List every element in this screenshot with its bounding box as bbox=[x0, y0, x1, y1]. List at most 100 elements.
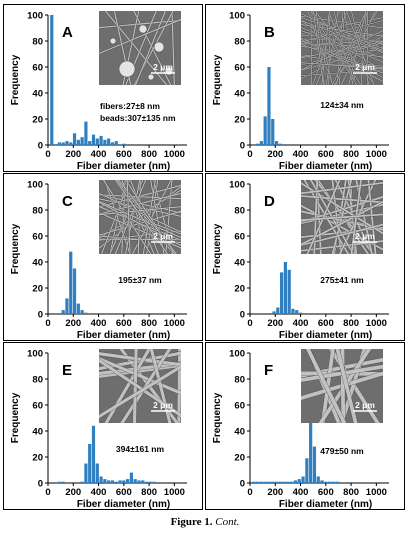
sem-fiber bbox=[301, 24, 383, 37]
sem-fiber bbox=[301, 62, 383, 70]
sem-inset: 2 μm bbox=[301, 11, 383, 85]
scale-bar-label: 2 μm bbox=[355, 62, 375, 72]
scale-bar-label: 2 μm bbox=[355, 400, 375, 410]
y-axis-title: Frequency bbox=[212, 54, 223, 105]
sem-fibers bbox=[301, 180, 383, 254]
x-tick-label: 600 bbox=[116, 487, 132, 498]
histogram-bar bbox=[255, 481, 260, 483]
x-axis-title: Fiber diameter (nm) bbox=[77, 161, 170, 172]
sem-fiber bbox=[340, 11, 376, 85]
x-tick-label: 800 bbox=[141, 149, 157, 160]
panel-letter: C bbox=[62, 193, 73, 210]
histogram-bar bbox=[107, 480, 111, 483]
sem-fiber bbox=[99, 200, 181, 239]
y-tick-label: 80 bbox=[234, 206, 245, 217]
y-tick-label: 100 bbox=[229, 11, 245, 22]
histogram-bar bbox=[272, 311, 276, 314]
diameter-annotation: 195±37 nm bbox=[118, 275, 162, 285]
histogram-bar bbox=[88, 444, 92, 483]
histogram-bar bbox=[137, 480, 141, 483]
y-tick-label: 80 bbox=[32, 206, 43, 217]
histogram-bar bbox=[324, 481, 328, 483]
histogram-bar bbox=[95, 463, 99, 483]
histogram-bar bbox=[99, 135, 103, 145]
histogram-bar bbox=[110, 142, 115, 145]
x-tick-label: 600 bbox=[116, 318, 132, 329]
histogram-bar bbox=[110, 480, 115, 483]
sem-fibers bbox=[99, 11, 181, 85]
y-axis-title: Frequency bbox=[10, 392, 21, 443]
y-tick-label: 40 bbox=[32, 427, 43, 438]
y-tick-label: 20 bbox=[32, 453, 43, 464]
sem-fiber bbox=[133, 11, 172, 85]
sem-inset: 2 μm bbox=[99, 11, 181, 85]
sem-fiber bbox=[346, 11, 375, 85]
y-tick-label: 20 bbox=[234, 453, 245, 464]
y-tick-label: 0 bbox=[38, 310, 43, 321]
histogram-bar bbox=[65, 141, 69, 145]
x-tick-label: 400 bbox=[293, 487, 309, 498]
histogram-bar bbox=[107, 138, 111, 145]
sem-inset: 2 μm bbox=[301, 349, 383, 423]
sem-fiber bbox=[301, 213, 383, 222]
x-tick-label: 400 bbox=[91, 149, 107, 160]
y-tick-label: 60 bbox=[32, 232, 43, 243]
y-tick-label: 40 bbox=[234, 89, 245, 100]
sem-fiber bbox=[301, 204, 383, 251]
sem-fiber bbox=[301, 20, 383, 43]
sem-fiber bbox=[332, 11, 367, 85]
sem-fibers bbox=[301, 11, 383, 85]
histogram-bar bbox=[278, 481, 282, 483]
x-tick-label: 200 bbox=[267, 487, 283, 498]
y-tick-label: 80 bbox=[32, 37, 43, 48]
histogram-bar bbox=[133, 479, 137, 483]
sem-fibers bbox=[99, 180, 181, 254]
panel-letter: E bbox=[62, 362, 72, 379]
sem-fiber bbox=[367, 180, 377, 254]
x-tick-label: 1000 bbox=[366, 318, 387, 329]
x-tick-label: 1000 bbox=[366, 487, 387, 498]
histogram-bar bbox=[114, 481, 118, 483]
y-axis-title: Frequency bbox=[212, 392, 223, 443]
y-tick-label: 20 bbox=[234, 284, 245, 295]
y-tick-label: 40 bbox=[32, 89, 43, 100]
x-tick-label: 800 bbox=[141, 487, 157, 498]
histogram-bar bbox=[298, 312, 303, 314]
y-tick-label: 20 bbox=[234, 115, 245, 126]
x-tick-label: 200 bbox=[267, 149, 283, 160]
x-tick-label: 1000 bbox=[164, 318, 185, 329]
histogram-bar bbox=[99, 476, 103, 483]
panel-b: 0 20 40 60 80 100 0 200 400 600 800 1000 Frequency Fi… bbox=[205, 4, 405, 172]
x-tick-label: 1000 bbox=[164, 149, 185, 160]
y-tick-label: 80 bbox=[234, 375, 245, 386]
histogram-bar bbox=[80, 137, 84, 145]
panel-a: 0 20 40 60 80 100 0 200 400 600 800 1000 Frequency Fi… bbox=[3, 4, 203, 172]
histogram-bar bbox=[95, 138, 99, 145]
sem-inset: 2 μm bbox=[99, 180, 181, 254]
x-tick-label: 400 bbox=[91, 487, 107, 498]
y-tick-label: 40 bbox=[32, 258, 43, 269]
sem-fiber bbox=[314, 11, 376, 85]
panel-letter: D bbox=[264, 193, 275, 210]
x-axis-title: Fiber diameter (nm) bbox=[77, 330, 170, 341]
y-axis-title: Frequency bbox=[10, 54, 21, 105]
sem-fiber bbox=[301, 200, 383, 246]
sem-fiber bbox=[340, 349, 346, 423]
x-tick-label: 400 bbox=[91, 318, 107, 329]
y-tick-label: 40 bbox=[234, 427, 245, 438]
histogram-bar bbox=[278, 143, 282, 145]
y-tick-label: 60 bbox=[234, 63, 245, 74]
sem-fiber bbox=[118, 180, 178, 254]
histogram-bar bbox=[72, 268, 77, 314]
x-tick-label: 800 bbox=[343, 487, 359, 498]
x-tick-label: 200 bbox=[65, 149, 81, 160]
x-tick-label: 400 bbox=[293, 318, 309, 329]
x-tick-label: 200 bbox=[65, 318, 81, 329]
histogram-bar bbox=[274, 481, 279, 483]
histogram-bar bbox=[259, 481, 263, 483]
histogram-bar bbox=[61, 481, 65, 483]
x-tick-label: 800 bbox=[343, 318, 359, 329]
panel-d: 0 20 40 60 80 100 0 200 400 600 800 1000 Frequency Fi… bbox=[205, 173, 405, 341]
x-tick-label: 1000 bbox=[164, 487, 185, 498]
